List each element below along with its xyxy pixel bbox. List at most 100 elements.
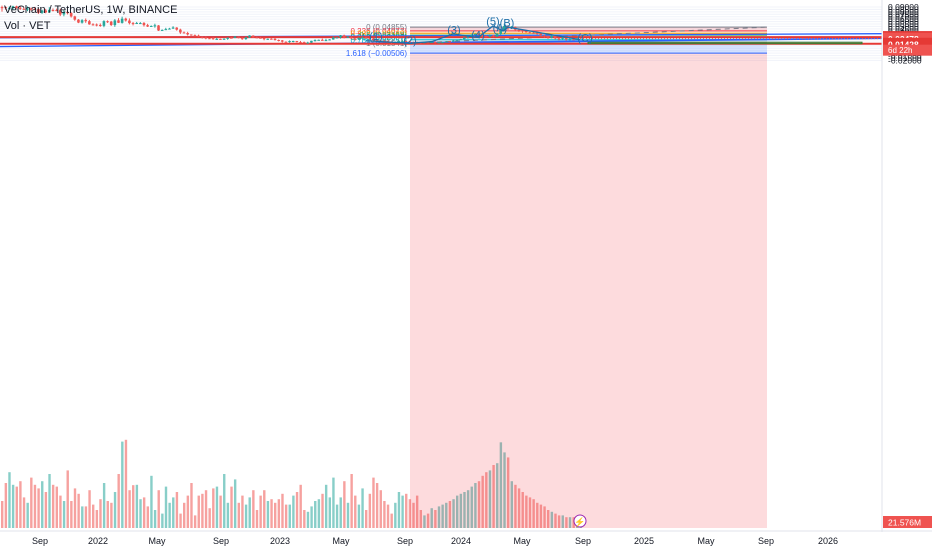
- volume-bar: [412, 502, 415, 528]
- candle-body: [211, 38, 215, 40]
- candle-body: [124, 18, 128, 21]
- volume-bar: [423, 515, 426, 528]
- candle-body: [66, 11, 69, 14]
- volume-bar: [255, 510, 259, 528]
- candle-body: [208, 38, 211, 40]
- candle-body: [219, 38, 222, 40]
- volume-bar: [22, 497, 26, 528]
- candle-body: [441, 42, 444, 44]
- candle-body: [539, 33, 543, 36]
- volume-bar: [146, 506, 149, 528]
- candle-body: [175, 27, 179, 30]
- wave-label: (1): [369, 31, 382, 43]
- candle-body: [171, 27, 175, 29]
- fib-label-0: 0 (0.04855): [366, 23, 407, 32]
- candle-body: [80, 20, 84, 23]
- price-tick-label: 0.05000: [888, 21, 919, 31]
- volume-bar: [456, 495, 459, 528]
- volume-bar: [525, 495, 528, 528]
- volume-bar: [306, 511, 310, 528]
- volume-badge: [883, 516, 932, 528]
- volume-bar: [99, 499, 102, 528]
- volume-bar: [310, 506, 313, 528]
- candle-body: [248, 35, 251, 38]
- volume-bar: [73, 488, 77, 528]
- price-badge-label: 0.01428: [888, 39, 919, 49]
- candle-body: [430, 42, 433, 44]
- volume-bar: [266, 501, 270, 528]
- candle-body: [18, 7, 22, 9]
- candle-body: [339, 35, 342, 38]
- candle-body: [226, 37, 229, 39]
- volume-bar: [128, 490, 131, 528]
- candle-body: [521, 30, 524, 32]
- fib-label-1.618: 1.618 (−0.00506): [346, 49, 407, 58]
- candle-body: [324, 40, 328, 42]
- volume-bar: [536, 502, 539, 528]
- volume-bar: [463, 492, 466, 528]
- volume-bar: [237, 502, 240, 528]
- candle-body: [131, 23, 135, 25]
- volume-bar: [11, 484, 15, 528]
- volume-bar: [1, 501, 4, 528]
- candle-body: [251, 35, 255, 38]
- volume-bar: [496, 463, 499, 528]
- candle-body: [368, 38, 371, 40]
- candle-body: [524, 30, 528, 33]
- candle-body: [55, 10, 58, 12]
- wave-label: (4): [471, 29, 484, 41]
- volume-bar: [135, 484, 139, 528]
- candle-body: [11, 6, 15, 9]
- volume-bar: [186, 495, 190, 528]
- candle-body: [197, 35, 200, 37]
- candle-body: [157, 25, 160, 31]
- time-tick-label: May: [332, 536, 350, 546]
- fib-label-0.786: 0.786 (0.02251): [351, 36, 408, 45]
- volume-bar: [4, 483, 8, 528]
- price-tick-label: 0.06000: [888, 17, 919, 27]
- candle-body: [58, 10, 62, 15]
- countdown-label: 6d 22h: [888, 46, 912, 55]
- volume-bar: [197, 495, 200, 528]
- volume-bar: [539, 504, 543, 528]
- fib-label-0.236: 0.236 (0.04073): [351, 27, 408, 36]
- volume-bar: [561, 515, 564, 528]
- volume-bar: [281, 493, 284, 528]
- candle-body: [462, 37, 466, 40]
- volume-bar: [157, 490, 160, 528]
- volume-bar: [113, 492, 117, 528]
- candle-body: [200, 36, 204, 38]
- price-axis: 0.090000.085000.080000.075000.070000.065…: [881, 0, 932, 532]
- volume-bar: [208, 508, 211, 528]
- volume-bar: [419, 510, 422, 528]
- volume-bar: [168, 502, 171, 528]
- candle-body: [295, 41, 299, 43]
- price-tick-label: 0.04500: [888, 24, 919, 34]
- candle-body: [128, 20, 131, 24]
- time-axis: Sep 2022 May Sep 2023 May Sep 2024 May Sep 2025 May…: [0, 530, 932, 546]
- candle-body: [455, 39, 459, 41]
- candle-body: [313, 40, 317, 42]
- volume-bar: [288, 504, 291, 528]
- time-tick-label: Sep: [213, 536, 229, 546]
- candle-body: [477, 33, 481, 35]
- volume-bar: [193, 515, 197, 528]
- candle-body: [328, 39, 331, 41]
- volume-bar: [142, 497, 146, 528]
- volume-bar: [292, 495, 295, 528]
- candle-body: [433, 41, 437, 43]
- price-tick-label: -0.02000: [888, 55, 922, 65]
- volume-bar: [557, 515, 561, 528]
- volume-bar: [215, 486, 219, 528]
- volume-bar: [164, 486, 168, 528]
- volume-bar: [299, 484, 302, 528]
- volume-bar: [415, 495, 419, 528]
- candle-body: [33, 8, 37, 10]
- time-tick-label: 2024: [451, 536, 471, 546]
- volume-bar: [204, 490, 208, 528]
- volume-bar: [33, 484, 37, 528]
- time-tick-label: Sep: [32, 536, 48, 546]
- candle-body: [350, 36, 353, 39]
